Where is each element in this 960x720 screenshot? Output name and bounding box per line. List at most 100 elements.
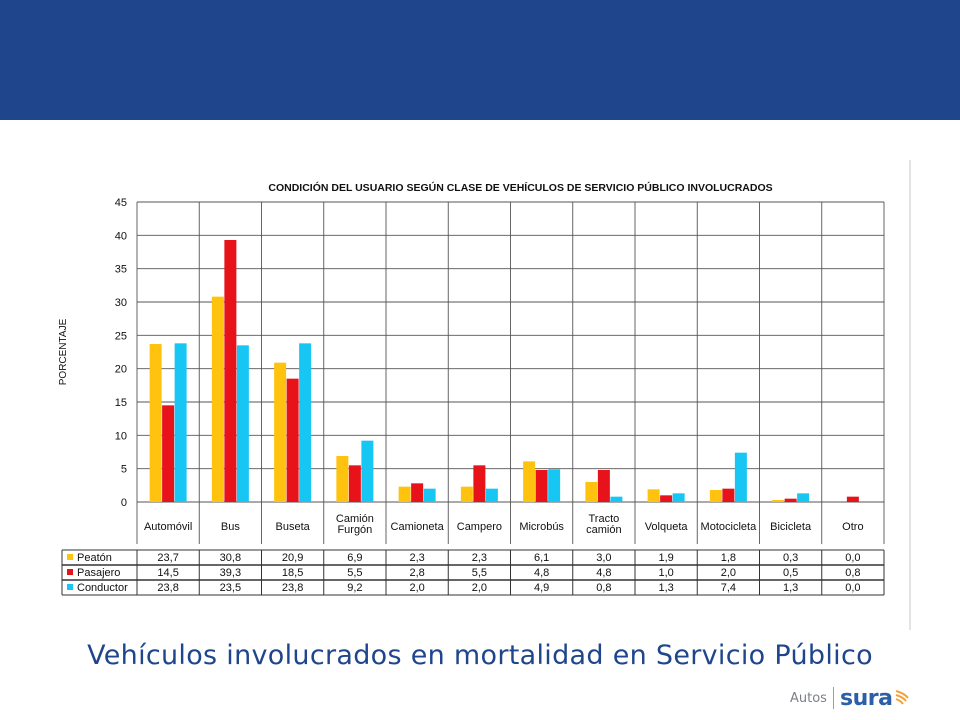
sura-logo-icon (896, 690, 910, 705)
data-label: 2,0 (409, 582, 424, 594)
x-tick-label: Furgón (337, 524, 372, 536)
bar-pasajero-1 (224, 240, 237, 502)
bar-peatn-5 (460, 486, 473, 502)
legend-label-peatn: Peatón (77, 552, 112, 564)
bar-pasajero-7 (597, 470, 610, 502)
header-band (0, 0, 960, 120)
bar-peatn-2 (274, 362, 287, 502)
y-tick-label: 30 (115, 297, 127, 309)
data-label: 2,3 (409, 552, 424, 564)
data-label: 14,5 (157, 567, 178, 579)
bar-pasajero-9 (722, 488, 735, 502)
bar-conductor-8 (672, 493, 685, 502)
bar-conductor-5 (485, 488, 498, 502)
data-label: 2,0 (721, 567, 736, 579)
bar-peatn-6 (523, 461, 536, 502)
y-tick-label: 25 (115, 330, 127, 342)
bar-conductor-10 (797, 493, 810, 502)
data-label: 4,8 (534, 567, 549, 579)
legend-label-pasajero: Pasajero (77, 567, 120, 579)
y-tick-label: 5 (121, 464, 127, 476)
x-tick-label: camión (586, 524, 621, 536)
data-label: 0,0 (845, 552, 860, 564)
y-tick-label: 20 (115, 364, 127, 376)
logo-brand: sura (839, 685, 893, 711)
data-label: 5,5 (347, 567, 362, 579)
data-label: 20,9 (282, 552, 303, 564)
data-label: 0,5 (783, 567, 798, 579)
y-tick-label: 40 (115, 230, 127, 242)
data-label: 4,9 (534, 582, 549, 594)
bar-pasajero-4 (411, 483, 424, 502)
x-tick-label: Campero (457, 521, 502, 533)
bar-peatn-7 (585, 482, 598, 502)
x-tick-label: Bus (221, 521, 240, 533)
bar-conductor-0 (174, 343, 187, 502)
bar-peatn-8 (647, 489, 660, 502)
bar-peatn-3 (336, 456, 349, 502)
data-label: 2,8 (409, 567, 424, 579)
data-label: 3,0 (596, 552, 611, 564)
bar-peatn-10 (772, 500, 785, 502)
legend-swatch-pasajero (67, 569, 73, 575)
bar-pasajero-11 (846, 496, 859, 502)
logo-separator (832, 687, 834, 709)
x-tick-label: Camión (336, 513, 374, 525)
chart-area: CONDICIÓN DEL USUARIO SEGÚN CLASE DE VEH… (52, 160, 912, 635)
x-tick-label: Microbús (519, 521, 564, 533)
data-label: 5,5 (472, 567, 487, 579)
legend-label-conductor: Conductor (77, 582, 128, 594)
data-label: 0,3 (783, 552, 798, 564)
data-label: 18,5 (282, 567, 303, 579)
bar-peatn-0 (149, 344, 162, 502)
data-label: 1,3 (783, 582, 798, 594)
x-tick-label: Volqueta (645, 521, 689, 533)
x-tick-label: Otro (842, 521, 863, 533)
bar-chart: CONDICIÓN DEL USUARIO SEGÚN CLASE DE VEH… (58, 181, 885, 596)
x-tick-label: Camioneta (391, 521, 445, 533)
x-tick-label: Motocicleta (701, 521, 758, 533)
bar-peatn-4 (398, 486, 411, 502)
bar-pasajero-5 (473, 465, 486, 502)
sura-logo: Autos sura (790, 680, 915, 716)
bar-pasajero-8 (660, 495, 673, 502)
y-tick-label: 15 (115, 397, 127, 409)
data-label: 9,2 (347, 582, 362, 594)
y-tick-label: 10 (115, 430, 127, 442)
bar-conductor-3 (361, 440, 374, 502)
bar-pasajero-10 (784, 498, 797, 502)
data-label: 23,5 (220, 582, 241, 594)
slide-caption: Vehículos involucrados en mortalidad en … (87, 640, 873, 671)
bar-conductor-2 (299, 343, 312, 502)
data-label: 2,0 (472, 582, 487, 594)
data-label: 0,8 (845, 567, 860, 579)
bar-peatn-1 (211, 296, 224, 502)
legend-swatch-peatn (67, 554, 73, 560)
bar-conductor-4 (423, 488, 436, 502)
data-label: 23,8 (157, 582, 178, 594)
x-tick-label: Bicicleta (770, 521, 812, 533)
bar-conductor-7 (610, 496, 623, 502)
x-tick-label: Automóvil (144, 521, 192, 533)
data-label: 2,3 (472, 552, 487, 564)
data-label: 1,3 (658, 582, 673, 594)
data-label: 23,7 (157, 552, 178, 564)
data-label: 6,1 (534, 552, 549, 564)
data-label: 1,8 (721, 552, 736, 564)
bar-conductor-1 (236, 345, 249, 502)
data-label: 4,8 (596, 567, 611, 579)
x-tick-label: Tracto (588, 513, 619, 525)
y-tick-label: 35 (115, 264, 127, 276)
data-label: 0,0 (845, 582, 860, 594)
legend-swatch-conductor (67, 584, 73, 590)
bar-peatn-9 (709, 490, 722, 502)
bar-pasajero-0 (162, 405, 175, 502)
bar-pasajero-2 (286, 378, 299, 502)
data-label: 1,9 (658, 552, 673, 564)
data-label: 30,8 (220, 552, 241, 564)
bar-pasajero-6 (535, 470, 548, 502)
data-label: 0,8 (596, 582, 611, 594)
chart-title: CONDICIÓN DEL USUARIO SEGÚN CLASE DE VEH… (268, 181, 772, 194)
data-label: 39,3 (220, 567, 241, 579)
logo-prefix: Autos (790, 690, 827, 706)
